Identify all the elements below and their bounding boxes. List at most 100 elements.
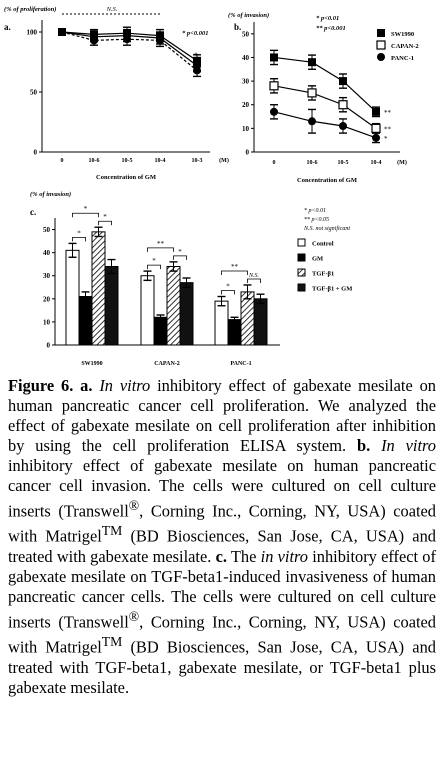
panel-c-legend-swatch-3	[297, 283, 306, 292]
panel-a-p-annotation: * p<0.001	[182, 30, 208, 37]
panel-c-note-1: ** p<0.05	[304, 217, 329, 223]
caption-figure-label: Figure 6.	[8, 376, 74, 395]
panel-c-ytick-label-3: 30	[43, 272, 51, 280]
panel-c-bracket-6	[221, 290, 235, 295]
panel-b-series-1-point-2	[338, 100, 348, 110]
panel-b-series-0-line	[273, 56, 377, 113]
panel-b-series-2-point-2	[339, 122, 347, 130]
panel-c-bar-1-0	[78, 296, 93, 346]
panel-c-legend-label-1: GM	[312, 256, 323, 263]
caption-a-label: a.	[80, 376, 93, 395]
panel-a-ylabel: (% of proliferation)	[4, 6, 56, 13]
panel-c-bar-0-0	[65, 249, 80, 346]
panel-b-xtick-label-2: 10-5	[338, 160, 349, 166]
panel-c-bar-3-0	[104, 265, 119, 346]
caption-tm-mark-2: TM	[101, 634, 123, 650]
figure-caption: Figure 6. a. In vitro inhibitory effect …	[8, 376, 436, 698]
panel-b-series-0-sig: **	[384, 109, 392, 117]
panel-c-bar-3-2	[253, 298, 268, 346]
panel-a-series-2-point-2	[123, 29, 131, 38]
panel-c-bracket-2	[98, 220, 112, 226]
panel-b-series-0-point-3	[372, 107, 380, 116]
caption-b-text: inhibitory effect of gabexate mesilate o…	[8, 456, 436, 521]
panel-b-legend-marker-1	[376, 40, 386, 50]
panel-b-p-annotation-0: * p<0.01	[316, 15, 339, 22]
panel-a-series-2-point-1	[90, 30, 98, 39]
panel-c-ytick-label-2: 20	[43, 295, 51, 303]
panel-c-legend-label-3: TGF-β1 + GM	[312, 286, 352, 293]
caption-c-intro: The	[230, 546, 257, 566]
panel-b-series-2-line	[273, 111, 377, 139]
caption-bd-2: (BD Biosciences, San Jose, CA, USA) and …	[8, 637, 436, 697]
panel-c-category-label-2: PANC-1	[230, 361, 251, 367]
figure-6: (% of proliferation) a. 0 50 100 0 10-6 10-5 10-…	[0, 0, 444, 372]
panel-a-series-2-point-4	[193, 56, 201, 65]
caption-bd-1: (BD Biosciences, San Jose, CA, USA) and …	[8, 526, 436, 566]
caption-corning-2: , Corning Inc., Corning, NY, USA) coated…	[8, 612, 437, 657]
panel-c-legend-swatch-1	[297, 253, 306, 262]
panel-c-bar-1-1	[153, 316, 168, 346]
panel-b-legend-marker-2	[377, 53, 385, 61]
panel-a-label: a.	[4, 22, 11, 32]
panel-b-ylabel: (% of invasion)	[228, 12, 269, 19]
panel-c-bracket-7	[221, 270, 248, 275]
panel-b-legend-marker-0	[377, 29, 385, 37]
panel-b-series-0-point-0	[270, 53, 278, 62]
panel-b-series-1-line	[273, 85, 377, 129]
panel-a-series-2-point-0	[58, 28, 66, 36]
caption-b-in-vitro: In vitro	[381, 436, 436, 455]
caption-c-text: inhibitory effect of gabexate mesilate o…	[8, 546, 436, 632]
panel-b-series-1-point-1	[307, 88, 317, 98]
panel-c-ylabel: (% of invasion)	[30, 191, 71, 198]
panel-c-bracket-label-0: *	[77, 229, 81, 237]
panel-a-xtick-label-4: 10-3	[192, 158, 203, 164]
panel-b-legend-label-1: CAPAN-2	[391, 43, 419, 50]
panel-c-bar-0-2	[214, 300, 229, 346]
panel-c-bracket-1	[72, 212, 99, 218]
panel-c-legend-label-0: Control	[312, 241, 334, 248]
panel-c-bracket-label-6: *	[226, 283, 230, 291]
panel-a-xlabel: Concentration of GM	[96, 174, 156, 181]
panel-c-bracket-5	[173, 255, 187, 260]
panel-c-bracket-3	[147, 264, 161, 270]
panel-c-category-label-1: CAPAN-2	[154, 361, 180, 367]
caption-registered-mark: ®	[128, 498, 140, 513]
panel-c-bracket-label-3: *	[152, 257, 156, 265]
panel-c-category-label-0: SW1990	[81, 361, 102, 367]
panel-b-series-0-point-2	[339, 77, 347, 86]
panel-c-bracket-0	[72, 236, 86, 242]
panel-b-ytick-label-2: 20	[242, 101, 250, 109]
panel-c-legend-swatch-0	[297, 238, 306, 247]
panel-c-bracket-8	[247, 278, 261, 283]
caption-a-in-vitro: In vitro	[99, 376, 151, 395]
panel-c-bracket-label-5: *	[178, 248, 182, 256]
caption-a-text: inhibitory effect of gabexate mesilate o…	[8, 376, 436, 455]
panel-b-ytick-label-3: 30	[242, 78, 250, 86]
panel-b-series-2-point-0	[270, 107, 278, 116]
caption-c-in-vitro: in vitro	[260, 546, 308, 566]
panel-a-xtick-label-1: 10-6	[89, 158, 100, 164]
caption-b-label: b.	[356, 436, 371, 455]
panel-b-xtick-label-3: 10-4	[371, 160, 382, 166]
panel-c-bracket-label-2: *	[103, 213, 107, 221]
caption-c-label: c.	[215, 546, 227, 566]
panel-a-ytick-label-2: 100	[27, 29, 38, 37]
panel-c-ytick-label-1: 10	[43, 318, 51, 326]
panel-c-bar-3-1	[179, 282, 194, 346]
caption-registered-mark-2: ®	[128, 608, 140, 624]
panel-b-series-1-point-0	[269, 81, 279, 91]
panel-b-x-unit: (M)	[397, 159, 407, 166]
panel-c-note-0: * p<0.01	[304, 208, 326, 214]
panel-c-bracket-label-7: **	[231, 263, 239, 271]
caption-tm-mark: TM	[101, 523, 123, 539]
panel-a-ytick-label-1: 50	[30, 89, 38, 97]
panel-a-series-2-point-3	[156, 31, 164, 40]
panel-c-ytick-label-5: 50	[43, 226, 51, 234]
panel-c-bracket-4	[147, 247, 174, 252]
panel-b-series-2-point-3	[372, 133, 380, 142]
panel-a-xtick-label-2: 10-5	[122, 158, 133, 164]
panel-c-bar-1-2	[227, 319, 242, 346]
caption-corning-1: , Corning Inc., Corning, NY, USA) coated…	[8, 501, 437, 546]
panel-c-legend-swatch-2	[297, 268, 306, 277]
panel-c-ytick-label-0: 0	[47, 342, 51, 350]
